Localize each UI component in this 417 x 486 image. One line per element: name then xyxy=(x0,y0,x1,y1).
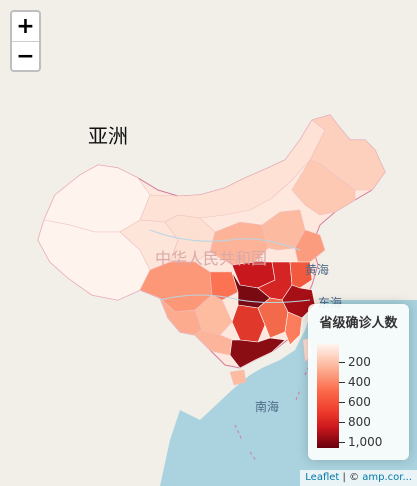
zoom-in-button[interactable]: + xyxy=(12,12,39,42)
attribution-separator: | © xyxy=(339,472,363,483)
zoom-control: + − xyxy=(10,10,41,72)
legend-title: 省级确诊人数 xyxy=(319,316,398,331)
province-chongqing xyxy=(209,271,239,301)
province-fujian xyxy=(284,311,303,346)
country-label: 中华人民共和国 xyxy=(155,249,268,268)
zoom-out-button[interactable]: − xyxy=(16,43,35,69)
province-guangdong xyxy=(229,337,286,369)
province-jilin-liaoning xyxy=(291,159,356,216)
map-attribution: Leaflet | © amp.cor... xyxy=(300,470,417,486)
attribution-source-link[interactable]: amp.cor... xyxy=(362,472,412,483)
south-sea-label: 南海 xyxy=(255,400,280,414)
legend-tick-400: 400 xyxy=(339,376,371,388)
legend-color-bar xyxy=(317,344,339,448)
legend-tick-800: 800 xyxy=(339,416,371,428)
province-shaanxi-shanxi xyxy=(209,221,269,266)
legend-tick-200: 200 xyxy=(339,356,371,368)
province-guangxi xyxy=(194,329,233,356)
leaflet-link[interactable]: Leaflet xyxy=(305,472,340,483)
legend-tick-1000: 1,000 xyxy=(339,436,382,448)
province-jiangsu xyxy=(289,261,313,289)
japan-land xyxy=(405,140,417,215)
legend-tick-600: 600 xyxy=(339,396,371,408)
yellow-sea-label: 黄海 xyxy=(305,263,330,277)
province-gansu-ningxia xyxy=(164,214,216,263)
continent-label: 亚洲 xyxy=(88,124,128,148)
korea-land xyxy=(370,200,402,255)
legend-panel: 省级确诊人数 200 400 600 800 1,000 xyxy=(308,304,409,460)
